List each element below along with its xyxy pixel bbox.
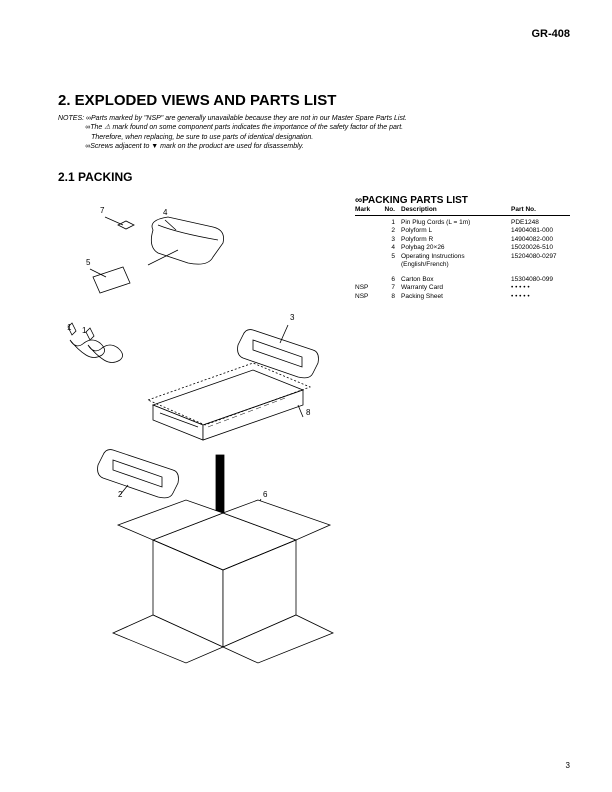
notes-line1: ∞Parts marked by "NSP" are generally una… — [86, 115, 407, 122]
carton-box-shape — [113, 500, 333, 663]
table-row: 3Polyform R14904082-000 — [355, 236, 570, 244]
svg-text:1: 1 — [67, 323, 72, 332]
card-shape — [118, 221, 134, 229]
main-unit-shape — [148, 363, 310, 440]
parts-table-body: 1Pin Plug Cords (L = 1m)PDE12482Polyform… — [355, 219, 570, 301]
table-row: NSP8Packing Sheet• • • • • — [355, 293, 570, 301]
col-header-part: Part No. — [511, 206, 569, 213]
svg-text:3: 3 — [290, 313, 295, 322]
col-header-no: No. — [383, 206, 401, 213]
table-row: 2Polyform L14904081-000 — [355, 227, 570, 235]
svg-text:6: 6 — [263, 490, 268, 499]
page-model-header: GR-408 — [531, 28, 570, 40]
table-row: (English/French) — [355, 261, 570, 269]
parts-list-title: ∞PACKING PARTS LIST — [355, 195, 468, 206]
table-row: NSP7Warranty Card• • • • • — [355, 284, 570, 292]
svg-text:5: 5 — [86, 258, 91, 267]
svg-text:4: 4 — [163, 208, 168, 217]
table-header-row: Mark No. Description Part No. — [355, 206, 570, 216]
exploded-diagram: 7 4 5 1 1 3 8 2 6 — [58, 195, 348, 675]
polybag-shape — [151, 217, 223, 264]
col-header-mark: Mark — [355, 206, 383, 213]
subsection-title: 2.1 PACKING — [58, 170, 132, 184]
notes-line2: ∞The ⚠ mark found on some component part… — [85, 124, 403, 131]
table-row: 5Operating Instructions15204080-0297 — [355, 253, 570, 261]
notes-label: NOTES: — [58, 115, 84, 122]
table-row: 6Carton Box15304080-099 — [355, 276, 570, 284]
diagram-svg: 7 4 5 1 1 3 8 2 6 — [58, 195, 348, 675]
svg-text:8: 8 — [306, 408, 311, 417]
table-row: 4Polybag 20×2615020026-510 — [355, 244, 570, 252]
parts-table: Mark No. Description Part No. 1Pin Plug … — [355, 206, 570, 301]
col-header-desc: Description — [401, 206, 511, 213]
manual-shape — [93, 267, 130, 293]
svg-text:7: 7 — [100, 206, 105, 215]
page-number: 3 — [566, 761, 570, 770]
table-row: 1Pin Plug Cords (L = 1m)PDE1248 — [355, 219, 570, 227]
svg-text:2: 2 — [118, 490, 123, 499]
section-title: 2. EXPLODED VIEWS AND PARTS LIST — [58, 92, 336, 109]
svg-text:1: 1 — [82, 326, 87, 335]
notes-block: NOTES: ∞Parts marked by "NSP" are genera… — [58, 114, 407, 152]
notes-line4: ∞Screws adjacent to ▼ mark on the produc… — [85, 143, 303, 150]
notes-line3: Therefore, when replacing, be sure to us… — [91, 134, 313, 141]
